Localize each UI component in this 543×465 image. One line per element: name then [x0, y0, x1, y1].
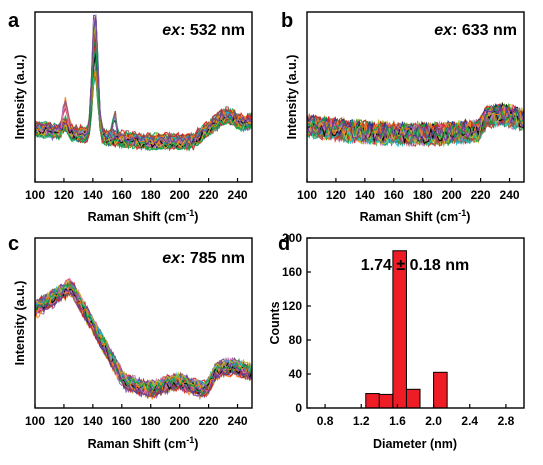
x-ticks-b: 100 120 140 160 180 200 220 240	[297, 178, 520, 202]
plot-frame-a	[34, 11, 253, 183]
annotation-a: ex: 532 nm	[162, 22, 245, 39]
x-tick-label: 120	[54, 188, 74, 202]
x-tick-label: 140	[83, 414, 103, 428]
histogram-bar	[392, 250, 407, 409]
x-ticks-d: 0.8 1.2 1.6 2.0 2.4 2.8	[317, 404, 515, 428]
x-tick-label: 1.2	[353, 414, 370, 428]
y-ticks-d: 0 40 80 120 160 200	[282, 231, 311, 415]
spectrum-line	[34, 289, 253, 398]
plot-frame-d	[306, 237, 525, 409]
histogram-bar	[433, 371, 448, 409]
xlabel-a: Raman Shift (cm-1)	[88, 208, 199, 224]
ylabel-b: Intensity (a.u.)	[285, 55, 299, 140]
histogram-bar	[405, 388, 421, 409]
panel-label-b: b	[281, 10, 293, 32]
plot-frame-b	[306, 11, 525, 183]
y-tick-label: 160	[282, 265, 302, 279]
y-tick-label: 40	[289, 367, 303, 381]
annotation-b: ex: 633 nm	[434, 22, 517, 39]
spectrum-line	[306, 105, 525, 143]
histogram-bar	[365, 393, 380, 409]
x-tick-label: 140	[355, 188, 375, 202]
x-tick-label: 180	[141, 414, 161, 428]
ylabel-c: Intensity (a.u.)	[13, 281, 27, 366]
x-tick-label: 240	[228, 188, 248, 202]
ylabel-a: Intensity (a.u.)	[13, 55, 27, 140]
x-tick-label: 160	[384, 188, 404, 202]
spectrum-line	[34, 16, 253, 146]
ylabel-d: Counts	[268, 301, 282, 344]
histogram-bar	[378, 393, 394, 409]
xlabel-c: Raman Shift (cm-1)	[88, 435, 199, 451]
x-tick-label: 0.8	[317, 414, 334, 428]
x-tick-label: 240	[500, 188, 520, 202]
x-tick-label: 140	[83, 188, 103, 202]
histogram-bars-d	[365, 250, 448, 409]
x-tick-label: 2.4	[461, 414, 478, 428]
x-tick-label: 100	[25, 414, 45, 428]
x-tick-label: 220	[471, 188, 491, 202]
x-tick-label: 100	[25, 188, 45, 202]
y-tick-label: 80	[289, 333, 303, 347]
panel-a: a Intensity (a.u.) 100 120 140 160 180 200 220…	[8, 10, 253, 224]
panel-label-a: a	[8, 10, 20, 32]
x-tick-label: 2.0	[425, 414, 442, 428]
spectrum-line	[34, 47, 253, 152]
y-tick-label: 0	[295, 401, 302, 415]
spectra-b	[306, 101, 525, 148]
spectra-a	[34, 13, 253, 152]
x-tick-label: 160	[112, 188, 132, 202]
xlabel-d: Diameter (nm)	[373, 437, 457, 451]
panel-label-d: d	[278, 233, 290, 255]
x-tick-label: 2.8	[498, 414, 515, 428]
spectrum-line	[34, 283, 253, 394]
panel-d: d Counts 0.8 1.2 1.6 2.0 2.4 2.8 0 40 80 120 160 2…	[268, 231, 525, 451]
x-tick-label: 240	[228, 414, 248, 428]
annotation-d: 1.74 ± 0.18 nm	[361, 257, 469, 274]
annotation-c: ex: 785 nm	[162, 250, 245, 267]
x-tick-label: 180	[413, 188, 433, 202]
x-tick-label: 100	[297, 188, 317, 202]
y-tick-label: 200	[282, 231, 302, 245]
spectra-c	[34, 277, 253, 401]
spectrum-line	[306, 105, 525, 140]
plot-frame-c	[34, 237, 253, 409]
x-tick-label: 220	[199, 414, 219, 428]
panel-label-c: c	[8, 233, 19, 255]
x-tick-label: 200	[170, 414, 190, 428]
panel-b: b Intensity (a.u.) 100 120 140 160 180 200 220…	[281, 10, 525, 224]
x-tick-label: 200	[170, 188, 190, 202]
xlabel-b: Raman Shift (cm-1)	[360, 208, 471, 224]
x-ticks-c: 100 120 140 160 180 200 220 240	[25, 404, 248, 428]
x-tick-label: 200	[442, 188, 462, 202]
x-tick-label: 120	[54, 414, 74, 428]
x-tick-label: 160	[112, 414, 132, 428]
x-tick-label: 180	[141, 188, 161, 202]
x-ticks-a: 100 120 140 160 180 200 220 240	[25, 178, 248, 202]
x-tick-label: 120	[326, 188, 346, 202]
y-tick-label: 120	[282, 299, 302, 313]
x-tick-label: 1.6	[389, 414, 406, 428]
x-tick-label: 220	[199, 188, 219, 202]
panel-c: c Intensity (a.u.) 100 120 140 160 180 200 220…	[8, 233, 253, 451]
